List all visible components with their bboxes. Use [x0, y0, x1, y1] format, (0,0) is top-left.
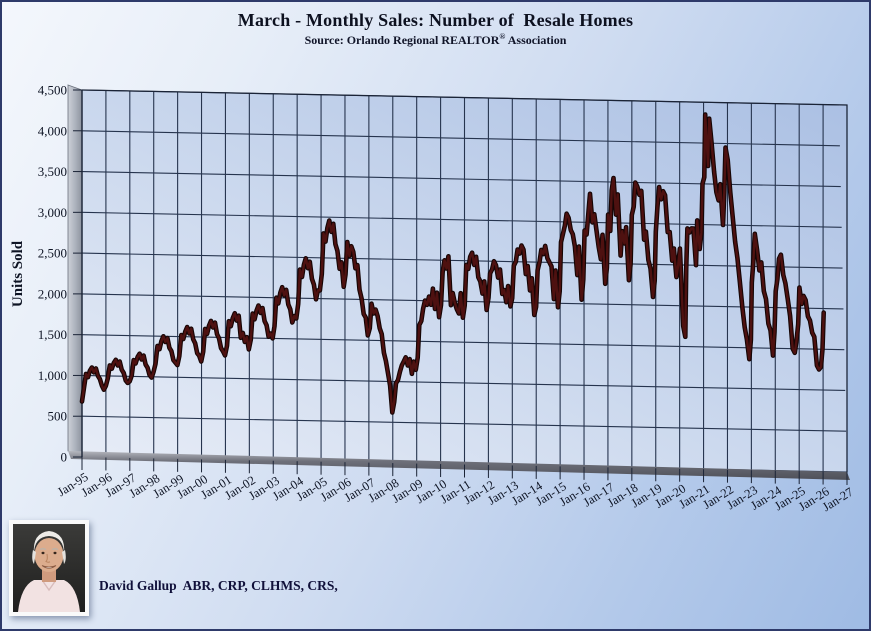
- y-axis-tick-label: 3,000: [38, 205, 67, 220]
- y-axis-tick-label: 2,000: [38, 286, 67, 301]
- chart-title: March - Monthly Sales: Number of Resale …: [237, 10, 634, 30]
- agent-photo: [9, 520, 89, 616]
- y-axis-tick-label: 500: [48, 409, 68, 424]
- subtitle-association-text: Association: [505, 33, 567, 47]
- subtitle-source-text: Source: Orlando Regional REALTOR: [304, 33, 500, 47]
- contact-name: David Gallup ABR, CRP, CLHMS, CRS,: [99, 578, 338, 593]
- y-axis-title: Units Sold: [10, 240, 26, 307]
- y-axis-tick-label: 1,000: [38, 368, 67, 383]
- y-axis-tick-label: 0: [61, 450, 68, 465]
- y-axis-tick-label: 4,500: [38, 83, 67, 98]
- agent-portrait-drawing: [13, 524, 85, 612]
- y-axis-tick-label: 3,500: [38, 164, 67, 179]
- y-axis-tick-label: 1,500: [38, 327, 67, 342]
- contact-block: David Gallup ABR, CRP, CLHMS, CRS, Your …: [99, 538, 338, 629]
- y-axis-tick-label: 4,000: [38, 123, 67, 138]
- chart-subtitle: Source: Orlando Regional REALTOR® Associ…: [2, 32, 869, 48]
- registered-trademark-symbol: ®: [499, 32, 506, 41]
- y-axis-tick-label: 2,500: [38, 246, 67, 261]
